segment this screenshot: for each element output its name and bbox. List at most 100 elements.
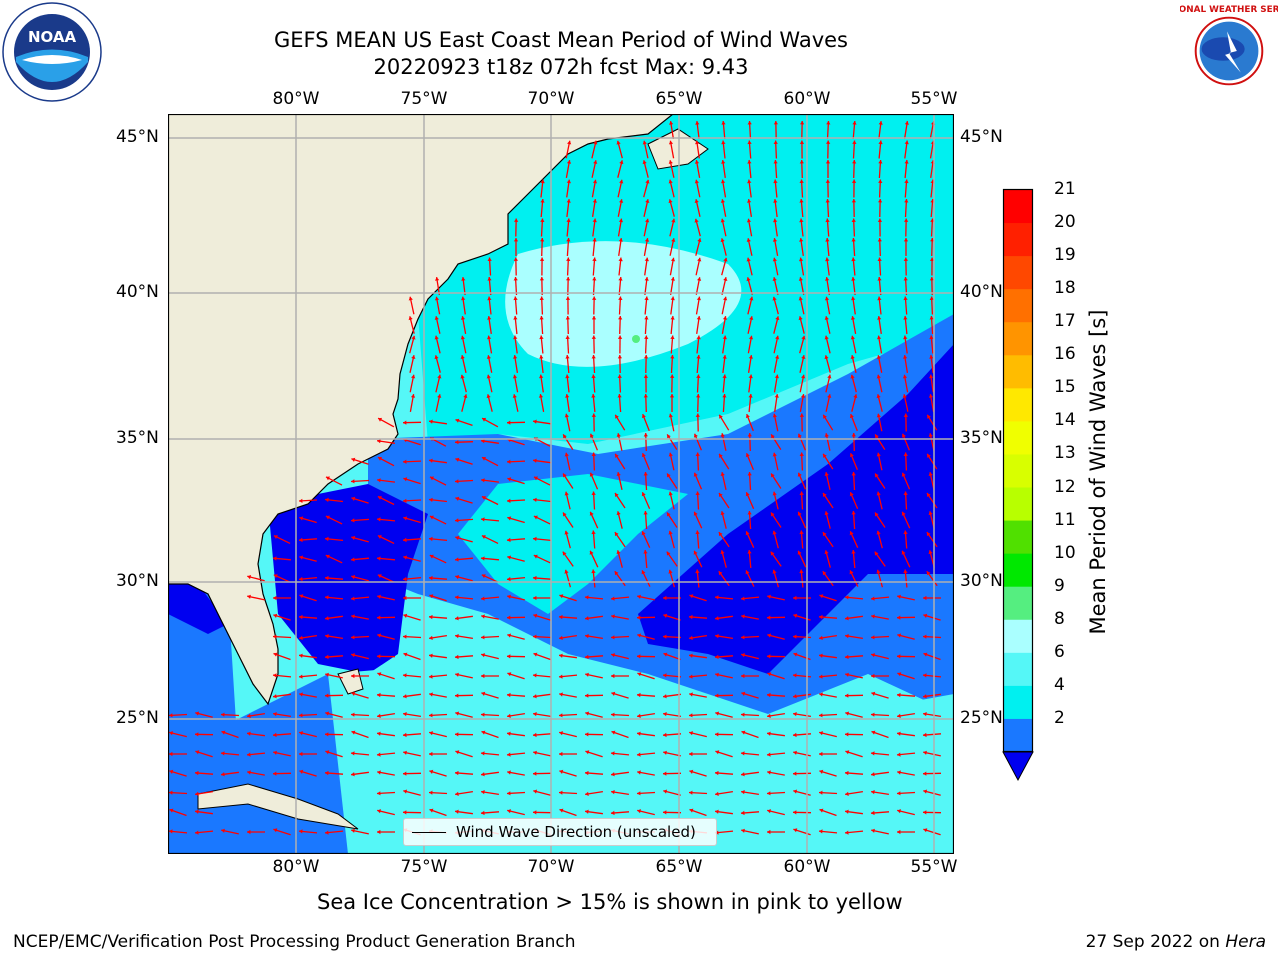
arrow-head-icon — [299, 731, 303, 736]
arrow-head-icon — [877, 257, 882, 261]
arrow-head-icon — [877, 316, 882, 320]
arrow-head-icon — [377, 713, 381, 718]
svg-text:NATIONAL WEATHER SERVICE: NATIONAL WEATHER SERVICE — [1180, 5, 1278, 15]
arrow-head-icon — [326, 476, 330, 481]
arrow-head-icon — [507, 654, 511, 659]
arrow-head-icon — [644, 335, 649, 339]
arrow-head-icon — [715, 809, 719, 814]
arrow-head-icon — [585, 595, 589, 600]
arrow-head-icon — [533, 712, 537, 717]
arrow-head-icon — [403, 652, 408, 657]
arrow-head-icon — [351, 496, 356, 501]
arrow-head-icon — [850, 335, 855, 340]
arrow-head-icon — [773, 179, 778, 184]
arrow-head-icon — [799, 160, 804, 164]
arrow-head-icon — [481, 478, 485, 483]
arrow-head-icon — [923, 634, 927, 639]
arrow-head-icon — [825, 199, 830, 203]
lon-label-top: 55°W — [910, 89, 958, 109]
arrow-head-icon — [741, 790, 745, 795]
arrow-head-icon — [851, 179, 857, 183]
arrow-head-icon — [722, 355, 727, 359]
arrow-head-icon — [929, 355, 934, 359]
arrow-head-icon — [533, 554, 538, 559]
arrow-head-icon — [772, 413, 777, 418]
arrow-head-icon — [670, 296, 675, 301]
arrow-head-icon — [559, 674, 563, 679]
arrow-head-icon — [273, 652, 278, 657]
arrow-head-icon — [875, 473, 879, 478]
colorbar-tick-label: 8 — [1054, 608, 1065, 629]
arrow-head-icon — [722, 394, 727, 398]
colorbar-tick-label: 12 — [1054, 476, 1076, 497]
arrow-head-icon — [695, 140, 700, 145]
arrow-head-icon — [533, 732, 537, 738]
arrow-head-icon — [695, 413, 700, 417]
arrow-head-icon — [221, 751, 225, 756]
arrow-head-icon — [715, 634, 719, 639]
arrow-head-icon — [566, 257, 571, 261]
colorbar-segment — [1004, 388, 1032, 422]
arrow-head-icon — [697, 238, 702, 243]
arrow-head-icon — [819, 790, 823, 795]
colorbar-tick-label: 13 — [1054, 443, 1076, 464]
arrow-head-icon — [434, 335, 439, 340]
arrow-head-icon — [722, 335, 727, 340]
arrow-head-icon — [793, 694, 797, 699]
arrow-head-icon — [668, 530, 673, 535]
arrow-head-icon — [767, 752, 771, 757]
arrow-head-icon — [923, 771, 927, 776]
arrow-head-icon — [559, 713, 563, 718]
arrow-head-icon — [748, 374, 753, 379]
arrow-head-icon — [403, 634, 407, 639]
arrow-head-icon — [585, 732, 589, 737]
arrow-head-icon — [351, 712, 355, 717]
arrow-head-icon — [851, 550, 856, 554]
arrow-head-icon — [585, 770, 589, 776]
arrow-head-icon — [591, 452, 596, 456]
arrow-head-icon — [722, 374, 727, 379]
arrow-head-icon — [437, 374, 442, 379]
arrow-head-icon — [616, 433, 621, 437]
region-lt2-west — [268, 484, 428, 674]
arrow-head-icon — [819, 808, 824, 813]
arrow-head-icon — [767, 713, 771, 718]
graticule — [168, 114, 954, 854]
arrow-head-icon — [562, 551, 567, 556]
arrow-head-icon — [799, 238, 804, 242]
colorbar-segment — [1004, 586, 1032, 621]
arrow-head-icon — [697, 257, 702, 262]
arrow-head-icon — [377, 615, 381, 620]
arrow-head-icon — [741, 614, 745, 619]
arrow-head-icon — [642, 140, 647, 145]
arrow-head-icon — [819, 614, 823, 620]
arrow-head-icon — [637, 731, 641, 736]
arrow-head-icon — [801, 335, 806, 340]
region-6-8-south — [328, 659, 954, 854]
arrow-head-icon — [507, 477, 512, 482]
arrow-head-icon — [772, 277, 777, 281]
arrow-head-icon — [749, 316, 754, 320]
arrow-head-icon — [377, 478, 381, 483]
arrow-head-icon — [616, 550, 621, 555]
lat-label-left: 45°N — [116, 127, 159, 147]
arrow-head-icon — [377, 654, 381, 659]
arrow-head-icon — [773, 140, 778, 144]
arrow-head-icon — [799, 218, 804, 223]
arrow-head-icon — [403, 477, 408, 482]
arrow-head-icon — [903, 277, 908, 281]
arrow-head-icon — [481, 556, 485, 561]
arrow-head-icon — [797, 433, 802, 438]
arrow-head-icon — [903, 355, 908, 359]
arrow-head-icon — [793, 634, 797, 639]
arrow-head-icon — [403, 555, 408, 560]
arrow-head-icon — [455, 418, 460, 423]
arrow-head-icon — [325, 654, 329, 660]
arrow-head-icon — [616, 511, 621, 516]
arrow-head-icon — [928, 511, 933, 516]
arrow-head-icon — [824, 296, 830, 301]
map-subtitle: 20220923 t18z 072h fcst Max: 9.43 — [373, 55, 749, 79]
arrow-head-icon — [871, 751, 875, 756]
arrow-head-icon — [611, 614, 615, 619]
arrow-head-icon — [923, 595, 927, 601]
